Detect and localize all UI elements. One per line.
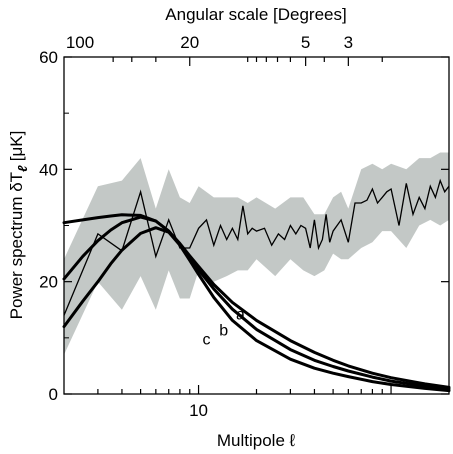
x2-axis-title: Angular scale [Degrees]: [165, 5, 346, 24]
measured-data-layer: [63, 178, 450, 316]
x2-tick-label: 100: [66, 33, 94, 52]
error-band: [64, 152, 449, 355]
y-axis-title-unit: [μK]: [7, 131, 26, 162]
tick-labels-layer: 0 20 40 60 10 100 20 5 3: [39, 33, 353, 420]
ticks-layer: [64, 56, 449, 395]
x-tick-label: 10: [189, 401, 208, 420]
y-axis-title-main: Power spectrum δT: [7, 172, 26, 319]
model-curve-a: [62, 213, 451, 389]
curve-labels-layer: abc: [203, 306, 245, 348]
y-tick-label: 40: [39, 160, 58, 179]
y-axis-title-subscript: ℓ: [15, 165, 30, 172]
curve-label-a: a: [236, 306, 245, 323]
x2-tick-label: 5: [301, 33, 310, 52]
y-tick-label: 0: [49, 385, 58, 404]
y-tick-label: 60: [39, 48, 58, 67]
model-curves-layer: [62, 213, 451, 393]
curve-label-c: c: [203, 332, 211, 349]
x2-tick-label: 20: [180, 33, 199, 52]
y-tick-label: 20: [39, 273, 58, 292]
measured-data-line: [63, 178, 450, 316]
x-axis-title: Multipole ℓ: [217, 431, 296, 450]
y-axis-title: Power spectrum δTℓ [μK]: [7, 131, 30, 320]
confidence-band-layer: [64, 152, 449, 355]
curve-label-b: b: [219, 323, 228, 340]
model-curve-c: [62, 226, 451, 393]
x2-tick-label: 3: [344, 33, 353, 52]
model-curve-b: [62, 215, 451, 391]
